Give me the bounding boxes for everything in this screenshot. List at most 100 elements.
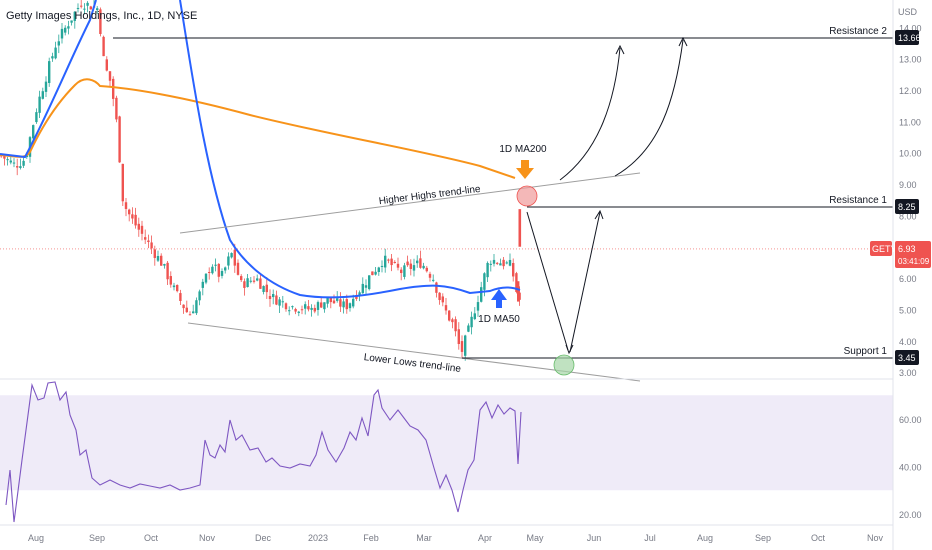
candle-body [179,293,182,302]
candle-body [435,282,438,293]
candle-body [390,258,393,266]
candle-body [268,296,272,300]
candle-body [512,262,515,277]
candle-body [51,56,54,59]
time-tick-label: Apr [478,533,492,543]
candle-body [140,225,144,234]
arrow-head [565,344,574,355]
level-label: Support 1 [844,346,888,357]
candle-body [492,259,496,264]
time-tick-label: Nov [199,533,216,543]
candle-body [517,281,520,302]
candle-body [451,319,454,323]
price-tick-label: 10.00 [899,149,922,159]
countdown-value: 03:41:09 [898,257,930,266]
time-tick-label: May [526,533,544,543]
candle-body [80,5,83,7]
candle-body [259,278,262,289]
candle-body [108,71,112,81]
time-tick-label: Jul [644,533,656,543]
candle-body [457,329,460,345]
candle-body [83,8,86,10]
candle-body [131,214,134,219]
candle-body [336,298,339,301]
candle-body [294,308,297,312]
candle-body [256,278,259,281]
candle-body [252,280,256,282]
candle-body [444,305,448,311]
candle-body [361,283,364,294]
level-tag-value: 8.25 [898,202,916,212]
candle-body [284,303,288,310]
last-price-tag [895,241,931,268]
candle-body [96,8,99,11]
projection-down-arrow [526,211,569,351]
candle-body [416,260,419,264]
symbol-tag-text: GETY [872,244,897,254]
candle-body [438,292,441,301]
candle-body [425,267,428,272]
projection-up-arrow [569,211,601,353]
candle-body [400,269,403,274]
candle-body [121,163,124,202]
candle-body [483,273,486,290]
candle-body [428,273,432,278]
candle-body [307,306,310,310]
candle-body [214,264,217,266]
candle-body [182,304,185,309]
candle-body [387,259,390,261]
arrow-head [594,209,604,220]
ma50-label: 1D MA50 [478,314,520,325]
candle-body [240,276,243,281]
candle-body [3,155,6,159]
candle-body [236,262,240,275]
candle-body [448,310,451,321]
candle-body [419,258,422,268]
candle-body [275,295,278,305]
rsi-tick-label: 60.00 [899,415,922,425]
price-tick-label: 9.00 [899,180,917,190]
candle-body [355,295,358,299]
candle-body [115,97,118,120]
candle-body [60,28,64,39]
candle-body [99,9,102,35]
price-tick-label: 4.00 [899,337,917,347]
candle-body [329,297,332,303]
candle-body [316,302,320,310]
candle-body [128,209,131,215]
candle-body [342,301,345,308]
chart-title: Getty Images Holdings, Inc., 1D, NYSE [6,10,197,22]
rsi-tick-label: 40.00 [899,463,922,473]
arrow-head [678,36,688,47]
candle-body [176,284,179,292]
candle-body [118,116,121,163]
candle-body [198,291,201,301]
price-tick-label: 3.00 [899,368,917,378]
candle-body [144,237,147,240]
candle-body [515,273,518,292]
support-target-circle [553,354,575,376]
candle-body [320,302,323,308]
candle-body [502,259,505,267]
candle-body [217,264,220,277]
candle-body [432,279,435,281]
candle-body [262,286,265,292]
candle-body [134,214,137,226]
candle-body [486,262,489,278]
candle-body [124,202,128,210]
candle-body [12,162,16,164]
candle-body [310,307,313,310]
candle-body [204,273,208,283]
level-tag [895,199,919,214]
candle-body [326,297,329,304]
candle-body [371,271,374,276]
price-tick-label: 8.00 [899,211,917,221]
candle-body [249,280,252,282]
candle-body [150,242,153,249]
candle-body [76,7,80,9]
candle-body [195,300,198,314]
candle-body [291,306,294,308]
breakout-arrow-2 [614,39,684,177]
candle-body [137,223,140,230]
